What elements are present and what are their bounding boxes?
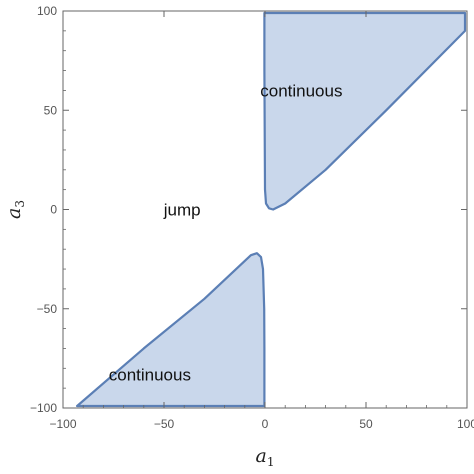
y-tick-label: 50 [44,103,58,117]
y-tick-label: −100 [30,401,57,415]
x-tick-label: −100 [49,417,76,431]
y-tick-label: 100 [37,4,57,18]
region-labels: continuous continuous jump [109,81,343,384]
y-ticks: −100 −50 0 50 100 [30,4,467,415]
x-tick-label: −50 [154,417,175,431]
y-axis-title: a3 [3,200,27,219]
region-label-continuous-2: continuous [109,365,191,384]
x-axis-title-base: a [256,445,267,467]
x-ticks: −100 −50 0 50 100 [49,11,474,431]
region-continuous-1 [263,11,467,211]
region-label-continuous-1: continuous [260,81,342,100]
y-axis-title-sub: 3 [13,200,27,208]
x-axis-title-sub: 1 [267,455,275,469]
x-tick-label: 100 [457,417,474,431]
y-tick-label: −50 [37,302,58,316]
x-tick-label: 0 [262,417,269,431]
y-axis-title-base: a [3,208,25,219]
region-label-jump: jump [163,201,201,220]
x-axis-title: a1 [256,445,275,469]
y-tick-label: 0 [50,203,57,217]
x-tick-label: 50 [359,417,373,431]
regions-layer [75,11,467,408]
region-continuous-2 [75,252,266,408]
